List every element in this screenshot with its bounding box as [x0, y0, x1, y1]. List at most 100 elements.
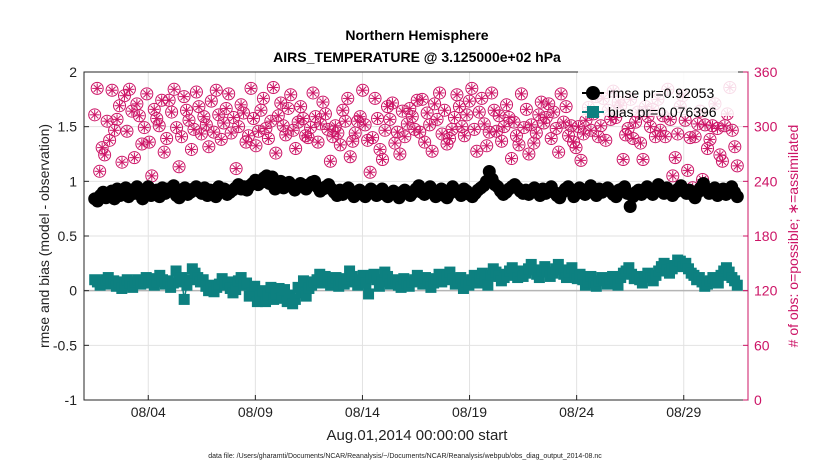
bias-point [178, 293, 190, 305]
obs-point-assimilated [398, 107, 407, 116]
obs-point-possible [142, 135, 156, 149]
obs-point-assimilated [450, 113, 459, 122]
legend-rmse-marker [586, 86, 600, 100]
rmse-point [730, 190, 744, 204]
obs-point-assimilated [152, 114, 161, 123]
obs-point [222, 87, 236, 101]
obs-point-assimilated [552, 124, 561, 133]
obs-point-assimilated [525, 150, 533, 158]
obs-point [725, 123, 739, 137]
obs-point-assimilated [547, 134, 556, 143]
y-left-tick-label: 0 [69, 283, 77, 299]
obs-point-possible [572, 120, 586, 134]
obs-point [522, 147, 536, 161]
obs-point [145, 169, 159, 183]
obs-point [703, 132, 717, 146]
bias-point [184, 274, 196, 286]
obs-point-possible [433, 86, 447, 100]
obs-point-assimilated [594, 132, 603, 141]
obs-point [212, 108, 226, 122]
obs-point [249, 139, 263, 153]
obs-point [229, 162, 243, 176]
y-right-tick-label: 300 [754, 119, 778, 135]
obs-point [517, 121, 531, 135]
obs-point-possible [507, 115, 521, 129]
obs-point-possible [333, 138, 347, 152]
obs-point [172, 160, 186, 174]
obs-point [199, 118, 213, 132]
obs-point-possible [390, 125, 404, 139]
obs-point [328, 119, 342, 133]
obs-point [594, 119, 608, 133]
obs-point [547, 105, 561, 119]
y-left-tick-label: -0.5 [53, 337, 77, 353]
obs-point [403, 101, 417, 115]
obs-point-assimilated [209, 128, 218, 136]
obs-point-possible [715, 154, 729, 168]
obs-point [207, 125, 221, 139]
obs-point-assimilated [418, 95, 427, 104]
obs-point [100, 114, 114, 128]
obs-point [246, 111, 260, 125]
obs-point [333, 138, 347, 152]
bias-point [363, 288, 375, 300]
obs-point [492, 109, 506, 123]
y-axis-label-right: # of obs: o=possible; ∗=assimilated [785, 125, 801, 348]
obs-point [358, 118, 372, 132]
obs-point [398, 130, 412, 144]
obs-point-possible [368, 91, 382, 105]
obs-point [175, 130, 189, 144]
obs-point-possible [269, 146, 283, 160]
obs-point [90, 81, 104, 95]
obs-point-possible [529, 126, 543, 140]
obs-point-assimilated [150, 105, 159, 114]
obs-point-assimilated [142, 90, 151, 98]
obs-point-assimilated [361, 120, 369, 129]
obs-point-assimilated [470, 125, 479, 134]
obs-point [204, 94, 218, 108]
obs-point-assimilated [512, 131, 521, 140]
obs-point-assimilated [534, 110, 543, 119]
obs-point [678, 113, 692, 127]
obs-point [415, 92, 429, 106]
obs-point-possible [204, 94, 218, 108]
obs-point-possible [266, 80, 280, 94]
obs-point-possible [187, 122, 201, 136]
obs-point-possible [217, 116, 231, 130]
obs-point [715, 154, 729, 168]
obs-point-assimilated [190, 125, 198, 134]
obs-point-possible [472, 105, 486, 119]
obs-point-assimilated [487, 89, 496, 97]
obs-point-possible [671, 127, 685, 141]
obs-point [445, 122, 459, 136]
obs-point-assimilated [135, 111, 144, 120]
obs-point-possible [209, 83, 223, 97]
obs-point-assimilated [440, 106, 449, 115]
obs-point-assimilated [463, 110, 471, 119]
obs-point-possible [180, 103, 194, 117]
obs-point-assimilated [212, 86, 221, 95]
obs-point-possible [467, 122, 481, 136]
obs-point [519, 102, 533, 116]
obs-point-possible [569, 141, 583, 155]
bias-point [482, 279, 494, 291]
obs-point [132, 109, 146, 123]
obs-point-possible [634, 136, 648, 150]
obs-point-assimilated [455, 102, 464, 111]
obs-point-assimilated [123, 127, 131, 136]
obs-point [465, 81, 479, 95]
bias-point [197, 274, 209, 286]
obs-point-possible [177, 90, 191, 104]
obs-point-assimilated [537, 98, 546, 106]
obs-point-assimilated [629, 134, 637, 143]
obs-point-assimilated [529, 139, 538, 147]
obs-point-assimilated [480, 120, 489, 128]
obs-point-assimilated [681, 116, 690, 125]
obs-point [730, 159, 744, 173]
obs-point-possible [405, 110, 419, 124]
obs-point-assimilated [721, 121, 729, 130]
obs-point [142, 135, 156, 149]
obs-point [127, 151, 141, 165]
obs-point [177, 90, 191, 104]
obs-point [527, 136, 541, 150]
